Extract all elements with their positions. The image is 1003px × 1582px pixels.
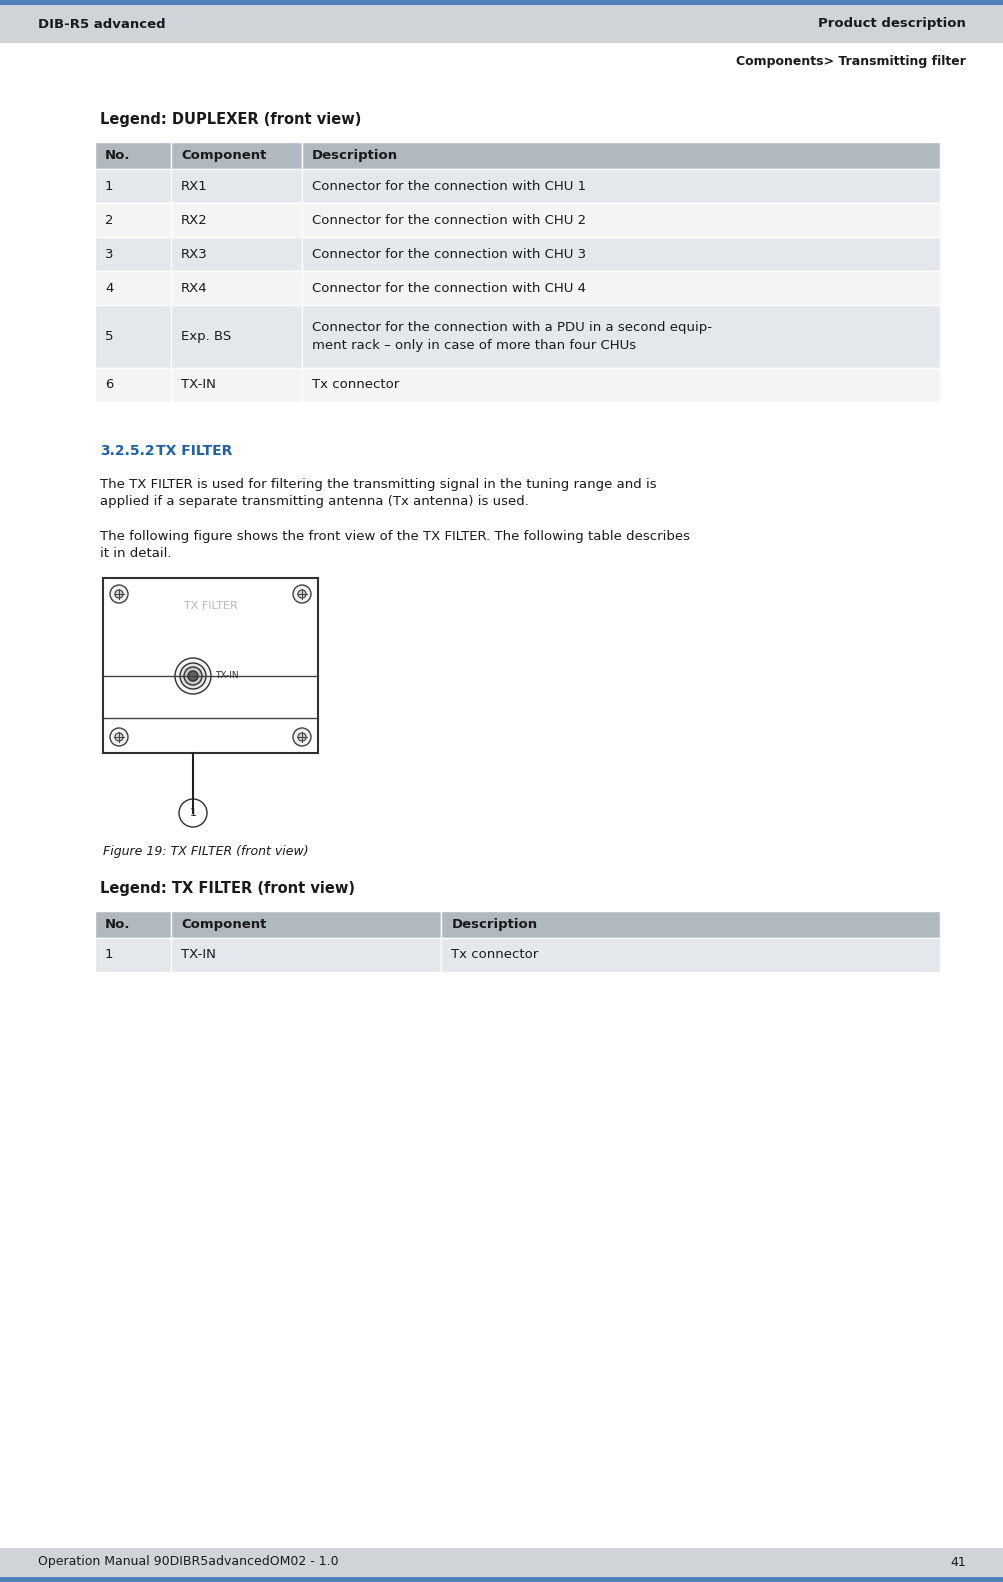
Bar xyxy=(95,142,171,169)
Circle shape xyxy=(298,732,306,740)
Text: Component: Component xyxy=(181,149,266,161)
Bar xyxy=(171,237,302,271)
Bar xyxy=(171,271,302,305)
Text: Operation Manual 90DIBR5advancedOM02 - 1.0: Operation Manual 90DIBR5advancedOM02 - 1… xyxy=(38,1555,338,1568)
Text: Components> Transmitting filter: Components> Transmitting filter xyxy=(735,54,965,68)
Bar xyxy=(171,305,302,369)
Circle shape xyxy=(293,585,311,603)
Circle shape xyxy=(180,663,206,690)
Bar xyxy=(171,169,302,202)
Circle shape xyxy=(110,585,127,603)
Bar xyxy=(302,271,939,305)
Bar xyxy=(0,1549,1003,1577)
Text: RX1: RX1 xyxy=(181,179,208,193)
Bar xyxy=(0,5,1003,43)
Text: Connector for the connection with CHU 1: Connector for the connection with CHU 1 xyxy=(312,179,586,193)
Text: TX-IN: TX-IN xyxy=(181,378,216,391)
Text: 1: 1 xyxy=(105,179,113,193)
Bar xyxy=(302,237,939,271)
Text: RX4: RX4 xyxy=(181,282,208,294)
Text: Component: Component xyxy=(181,918,266,930)
Circle shape xyxy=(114,590,123,598)
Circle shape xyxy=(188,671,198,680)
Bar xyxy=(171,202,302,237)
Bar xyxy=(0,1577,1003,1582)
Bar xyxy=(441,911,939,938)
Text: Description: Description xyxy=(451,918,537,930)
Bar xyxy=(302,202,939,237)
Circle shape xyxy=(179,799,207,827)
Text: Connector for the connection with CHU 4: Connector for the connection with CHU 4 xyxy=(312,282,586,294)
Text: No.: No. xyxy=(105,149,130,161)
Circle shape xyxy=(114,732,123,740)
Bar xyxy=(302,369,939,402)
Bar xyxy=(171,911,441,938)
Bar xyxy=(95,911,171,938)
Bar xyxy=(302,142,939,169)
Text: Tx connector: Tx connector xyxy=(312,378,399,391)
Bar xyxy=(171,369,302,402)
Text: Figure 19: TX FILTER (front view): Figure 19: TX FILTER (front view) xyxy=(103,845,308,857)
Text: 5: 5 xyxy=(105,331,113,343)
Text: No.: No. xyxy=(105,918,130,930)
Text: 41: 41 xyxy=(949,1555,965,1568)
Text: TX FILTER: TX FILTER xyxy=(155,445,232,459)
Text: Tx connector: Tx connector xyxy=(451,949,539,962)
Text: Legend: DUPLEXER (front view): Legend: DUPLEXER (front view) xyxy=(100,112,361,127)
Text: 4: 4 xyxy=(105,282,113,294)
Bar xyxy=(171,142,302,169)
Text: 3.2.5.2: 3.2.5.2 xyxy=(100,445,154,459)
Text: TX-IN: TX-IN xyxy=(181,949,216,962)
Text: 3: 3 xyxy=(105,247,113,261)
Text: 6: 6 xyxy=(105,378,113,391)
Text: 2: 2 xyxy=(105,214,113,226)
Bar xyxy=(95,202,171,237)
Bar xyxy=(95,305,171,369)
Bar xyxy=(0,0,1003,5)
Text: Product description: Product description xyxy=(817,17,965,30)
Text: DIB-R5 advanced: DIB-R5 advanced xyxy=(38,17,165,30)
Text: Connector for the connection with a PDU in a second equip-
ment rack – only in c: Connector for the connection with a PDU … xyxy=(312,321,711,351)
Text: Connector for the connection with CHU 2: Connector for the connection with CHU 2 xyxy=(312,214,586,226)
Text: The following figure shows the front view of the TX FILTER. The following table : The following figure shows the front vie… xyxy=(100,530,689,560)
Text: Connector for the connection with CHU 3: Connector for the connection with CHU 3 xyxy=(312,247,586,261)
Circle shape xyxy=(110,728,127,747)
Bar xyxy=(95,369,171,402)
Text: RX3: RX3 xyxy=(181,247,208,261)
Text: Legend: TX FILTER (front view): Legend: TX FILTER (front view) xyxy=(100,881,355,895)
Text: 1: 1 xyxy=(105,949,113,962)
Bar xyxy=(302,305,939,369)
Text: Description: Description xyxy=(312,149,398,161)
Circle shape xyxy=(298,590,306,598)
Circle shape xyxy=(175,658,211,694)
Text: 1: 1 xyxy=(190,808,197,818)
Text: The TX FILTER is used for filtering the transmitting signal in the tuning range : The TX FILTER is used for filtering the … xyxy=(100,478,656,508)
Bar xyxy=(95,237,171,271)
Bar xyxy=(441,938,939,971)
Bar xyxy=(95,938,171,971)
Bar xyxy=(171,938,441,971)
Text: RX2: RX2 xyxy=(181,214,208,226)
Text: TX FILTER: TX FILTER xyxy=(184,601,237,611)
Bar xyxy=(95,169,171,202)
Circle shape xyxy=(293,728,311,747)
Bar xyxy=(302,169,939,202)
Text: Exp. BS: Exp. BS xyxy=(181,331,231,343)
Bar xyxy=(103,577,318,753)
Circle shape xyxy=(184,668,202,685)
Bar xyxy=(95,271,171,305)
Text: TX-IN: TX-IN xyxy=(215,671,239,680)
